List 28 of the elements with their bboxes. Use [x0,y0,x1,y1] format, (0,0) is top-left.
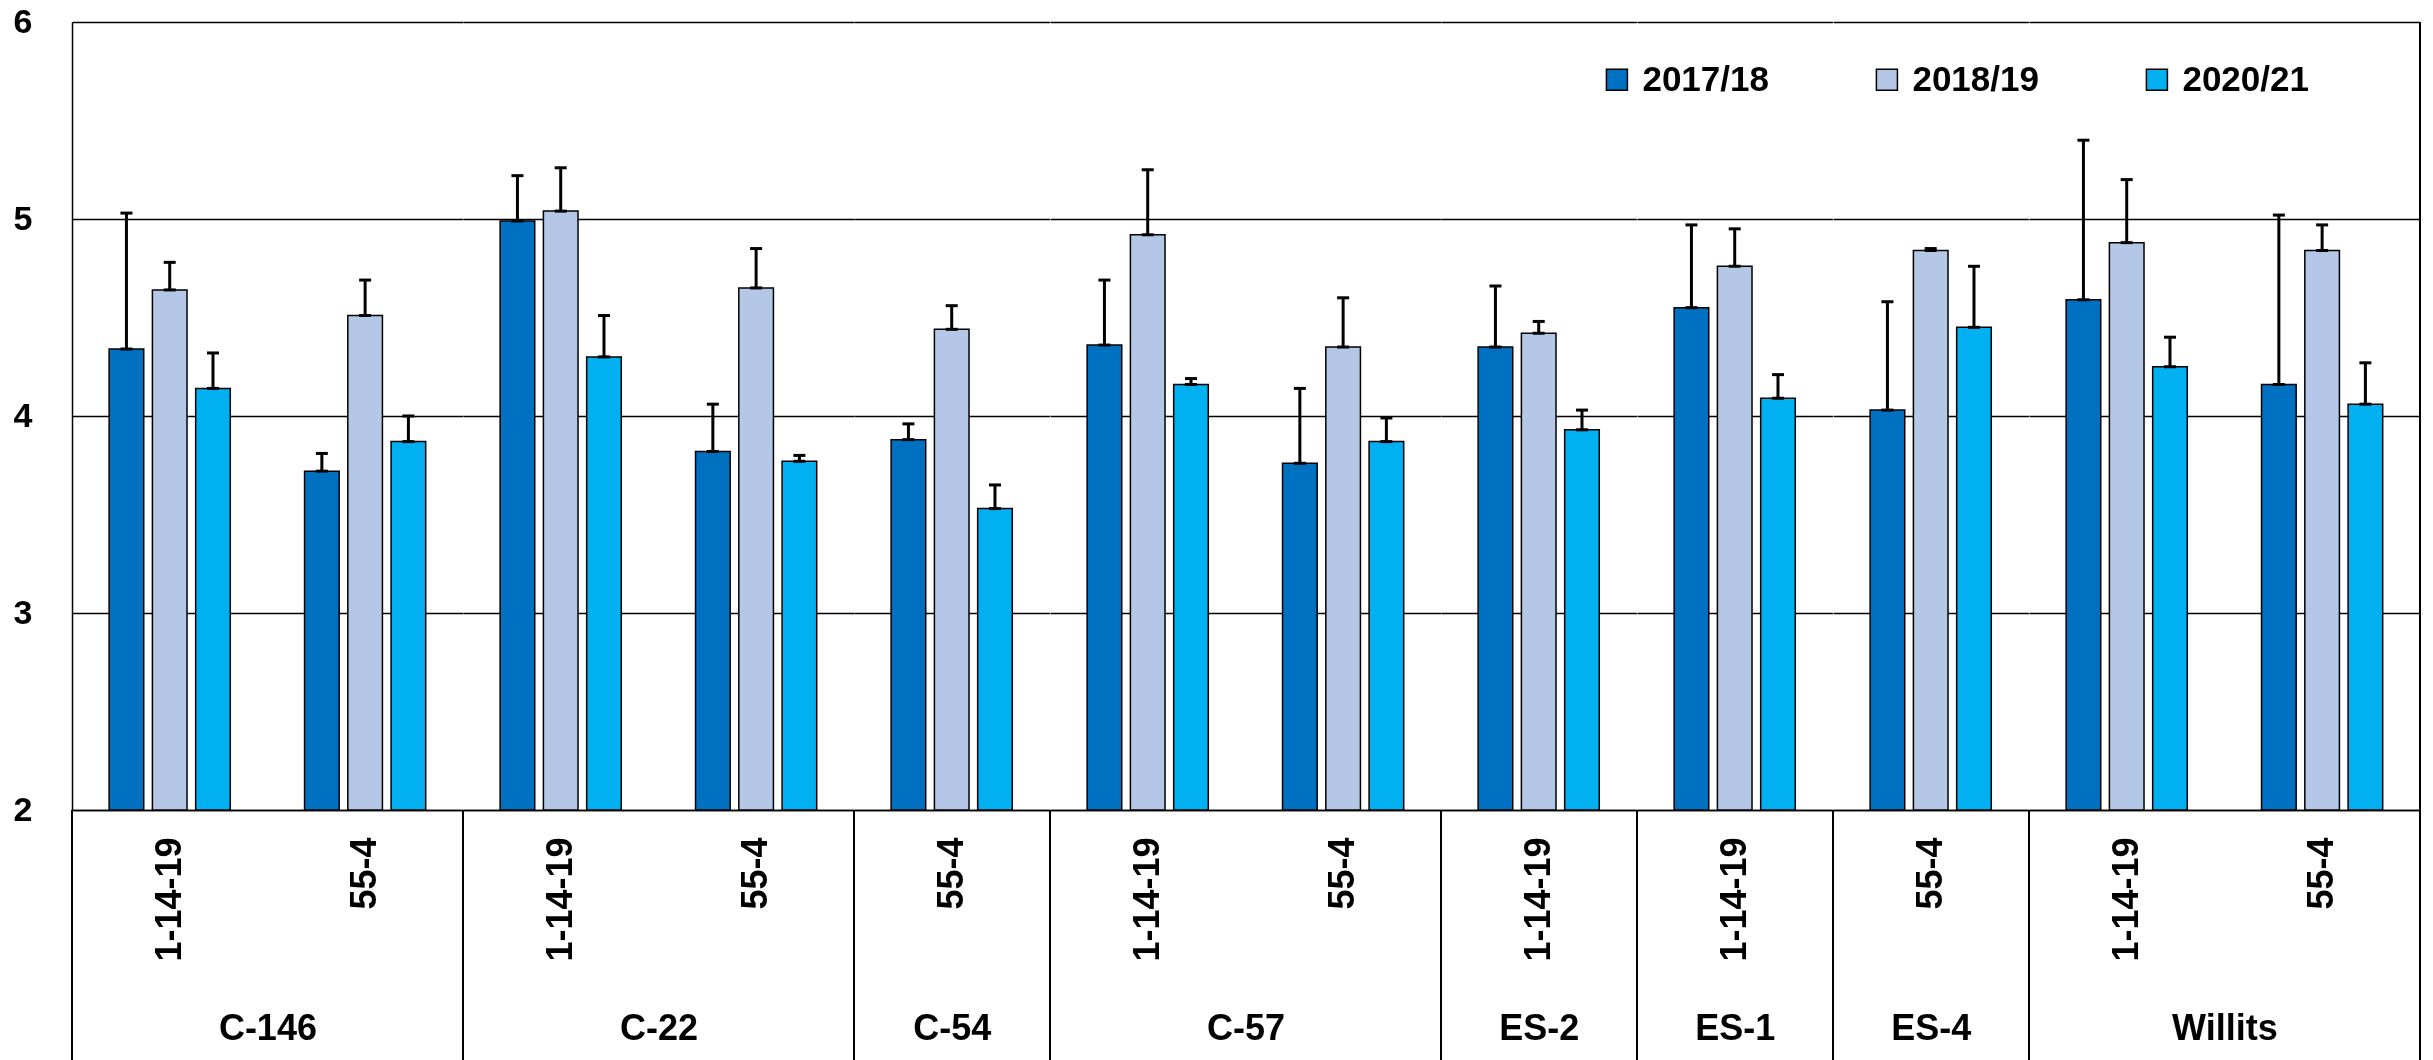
x-axis-title: ES-2 [1499,1006,1580,1048]
x-axis-title: Willits [2172,1006,2278,1048]
x-axis-title: C-22 [619,1006,698,1048]
x-axis-title: C-57 [1206,1006,1285,1048]
legend-label: 2018/19 [1912,58,2039,98]
x-tick-label: 1-14-19 [147,837,189,962]
y-tick-label: 3 [13,592,33,631]
x-tick-label: 55-4 [929,837,971,910]
x-tick-label: 1-14-19 [1516,837,1558,962]
x-tick-label: 1-14-19 [2104,837,2146,962]
legend-label: 2017/18 [1642,58,1769,98]
y-tick-label: 5 [13,198,33,237]
x-tick-label: 55-4 [1908,837,1950,910]
y-tick-label: 2 [13,789,33,828]
x-tick-label: 55-4 [1321,837,1363,910]
x-axis-title: ES-1 [1695,1006,1776,1048]
x-tick-label: 55-4 [2300,837,2342,910]
x-tick-label: 1-14-19 [1125,837,1167,962]
x-tick-label: 1-14-19 [538,837,580,962]
x-tick-label: 55-4 [734,837,776,910]
x-axis-title: C-146 [218,1006,317,1048]
x-tick-label: 1-14-19 [1712,837,1754,962]
y-tick-label: 4 [13,395,33,434]
legend-label: 2020/21 [2182,58,2309,98]
x-axis-title: C-54 [913,1006,992,1048]
x-tick-label: 55-4 [343,837,385,910]
x-axis-title: ES-4 [1891,1006,1972,1048]
y-tick-label: 6 [13,1,33,40]
